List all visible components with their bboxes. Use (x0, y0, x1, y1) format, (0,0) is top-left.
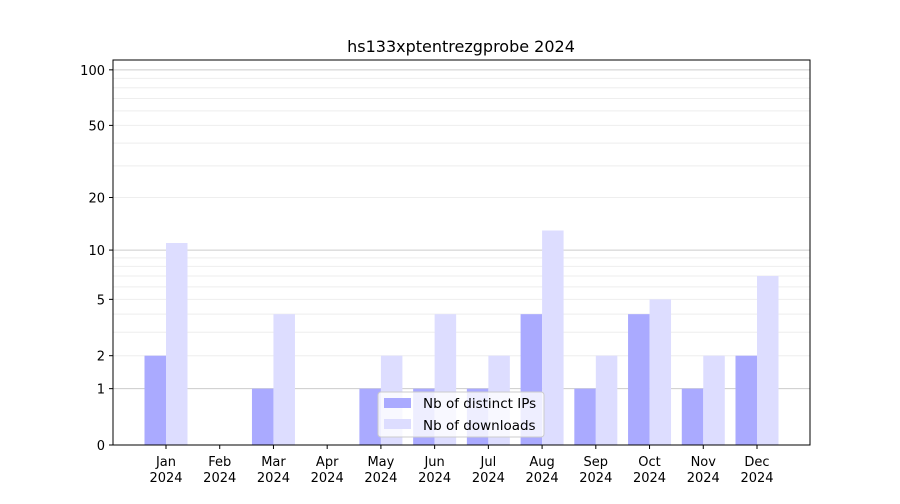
x-axis: Jan 2024 Feb 2024 Mar 2024 Apr 2024 May 2024 Jun 20… (149, 445, 774, 486)
x-tick-label: Jan 2024 (149, 455, 182, 486)
legend: Nb of distinct IPs Nb of downloads (377, 391, 545, 438)
bar-downloads (649, 299, 672, 445)
legend-label-ips: Nb of distinct IPs (423, 396, 536, 412)
y-tick-label: 10 (88, 244, 105, 259)
x-tick-label: Aug 2024 (526, 455, 559, 486)
x-tick-label: Sep 2024 (579, 455, 612, 486)
x-tick-label: Dec 2024 (740, 455, 773, 486)
y-tick-label: 0 (97, 439, 105, 454)
x-tick-label: Mar 2024 (257, 455, 290, 486)
bar-downloads (703, 355, 725, 445)
y-tick-label: 1 (97, 383, 105, 398)
y-tick-label: 100 (80, 64, 105, 79)
x-tick-label: Oct 2024 (633, 455, 666, 486)
legend-swatch-ips (384, 398, 411, 408)
y-axis: 0 1 2 5 10 20 50 100 (80, 64, 113, 454)
grid (113, 69, 810, 390)
x-tick-label: Feb 2024 (203, 455, 236, 486)
y-tick-label: 20 (88, 192, 105, 207)
bar-downloads (542, 230, 564, 445)
bar-downloads (757, 275, 779, 445)
bar-distinct-ips (681, 388, 704, 445)
bar-downloads (595, 355, 618, 445)
bar-distinct-ips (144, 355, 166, 445)
plot-frame (112, 59, 811, 446)
bar-distinct-ips (735, 355, 757, 445)
chart-title: hs133xptentrezgprobe 2024 (347, 37, 575, 56)
bar-distinct-ips (359, 388, 381, 445)
y-tick-label: 50 (88, 119, 105, 134)
x-tick-label: Jun 2024 (418, 455, 451, 486)
x-tick-label: May 2024 (364, 455, 397, 486)
x-tick-label: Jul 2024 (472, 455, 505, 486)
bar-downloads (166, 243, 188, 445)
x-tick-label: Apr 2024 (311, 455, 344, 486)
legend-swatch-downloads (384, 419, 411, 429)
bar-distinct-ips (628, 314, 650, 445)
bar-downloads (273, 314, 295, 445)
x-tick-label: Nov 2024 (687, 455, 720, 486)
legend-label-downloads: Nb of downloads (423, 418, 536, 434)
y-tick-label: 5 (97, 293, 105, 308)
y-tick-label: 2 (97, 350, 105, 365)
bar-distinct-ips (251, 388, 274, 445)
legend-box (377, 391, 545, 438)
bar-distinct-ips (574, 388, 596, 445)
